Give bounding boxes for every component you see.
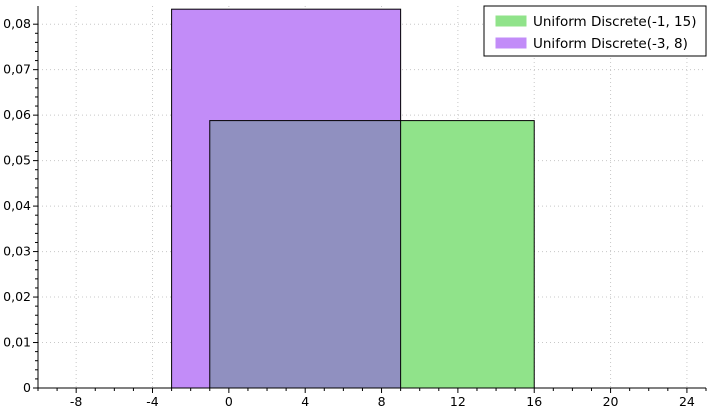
y-tick-label: 0: [23, 380, 31, 395]
x-tick-label: -8: [70, 394, 83, 409]
legend-label: Uniform Discrete(-1, 15): [533, 14, 696, 30]
bars: [171, 8, 535, 389]
x-tick-label: 20: [603, 394, 619, 409]
y-tick-label: 0,04: [3, 198, 31, 213]
x-tick-label: 12: [450, 394, 466, 409]
y-tick-label: 0,01: [3, 335, 31, 350]
x-tick-label: 16: [526, 394, 542, 409]
x-tick-label: 8: [378, 394, 386, 409]
overlap-region: [209, 120, 401, 388]
y-tick-label: 0,06: [3, 107, 31, 122]
x-tick-label: 24: [679, 394, 695, 409]
legend-swatch: [495, 15, 527, 27]
y-tick-label: 0,05: [3, 153, 31, 168]
legend: Uniform Discrete(-1, 15) Uniform Discrete…: [483, 5, 707, 57]
y-tick-label: 0,03: [3, 244, 31, 259]
x-tick-label: 4: [301, 394, 309, 409]
y-tick-label: 0,08: [3, 16, 31, 31]
x-tick-label: -4: [146, 394, 159, 409]
x-tick-label: 0: [225, 394, 233, 409]
legend-label: Uniform Discrete(-3, 8): [533, 36, 688, 52]
axes: -8 -4 0 4 8 12 16 20 24 0 0,01 0,02 0,03 0,04 0,05 0,06…: [3, 6, 707, 409]
y-tick-label: 0,07: [3, 62, 31, 77]
legend-swatch: [495, 37, 527, 49]
y-tick-label: 0,02: [3, 289, 31, 304]
